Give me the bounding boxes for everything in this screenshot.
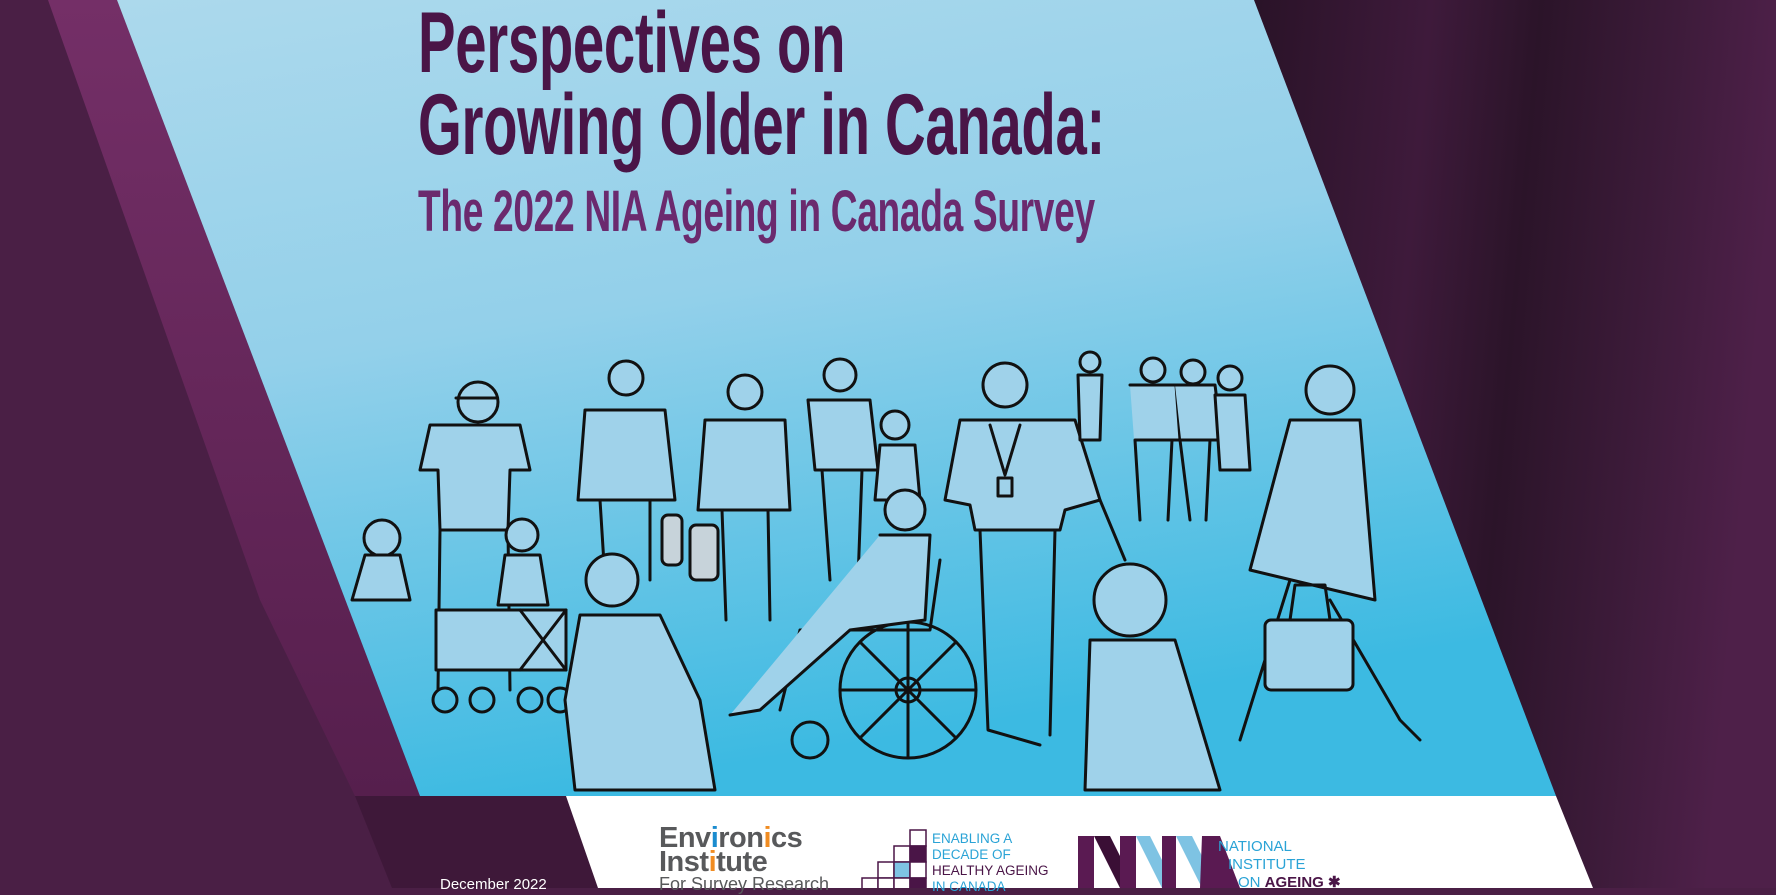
title-line-2: Growing Older in Canada: — [418, 77, 1105, 173]
environics-tagline: For Survey Research — [659, 874, 830, 894]
decade-line-4: IN CANADA — [932, 879, 1006, 894]
decade-line-2: DECADE OF — [932, 847, 1011, 862]
decade-line-1: ENABLING A — [932, 831, 1013, 846]
environics-institute-logo: Environics Institute For Survey Research — [659, 822, 830, 895]
subtitle: The 2022 NIA Ageing in Canada Survey — [418, 179, 1095, 244]
decade-logo-grid — [861, 829, 927, 888]
institute-wordmark: Institute — [659, 846, 768, 878]
nia-line-2: INSTITUTE — [1228, 856, 1306, 873]
decade-line-3: HEALTHY AGEING — [932, 863, 1049, 878]
maple-leaf-icon: ✱ — [1323, 874, 1341, 891]
title-line-1: Perspectives on — [418, 0, 846, 91]
publication-date: December 2022 — [440, 876, 547, 893]
nia-line-3: ON AGEING ✱ — [1238, 874, 1341, 891]
crowd-illustration — [350, 350, 1422, 792]
nia-line-1: NATIONAL — [1218, 838, 1292, 855]
environics-wordmark: Environics — [659, 822, 803, 854]
nia-logo-mark — [1078, 836, 1240, 888]
